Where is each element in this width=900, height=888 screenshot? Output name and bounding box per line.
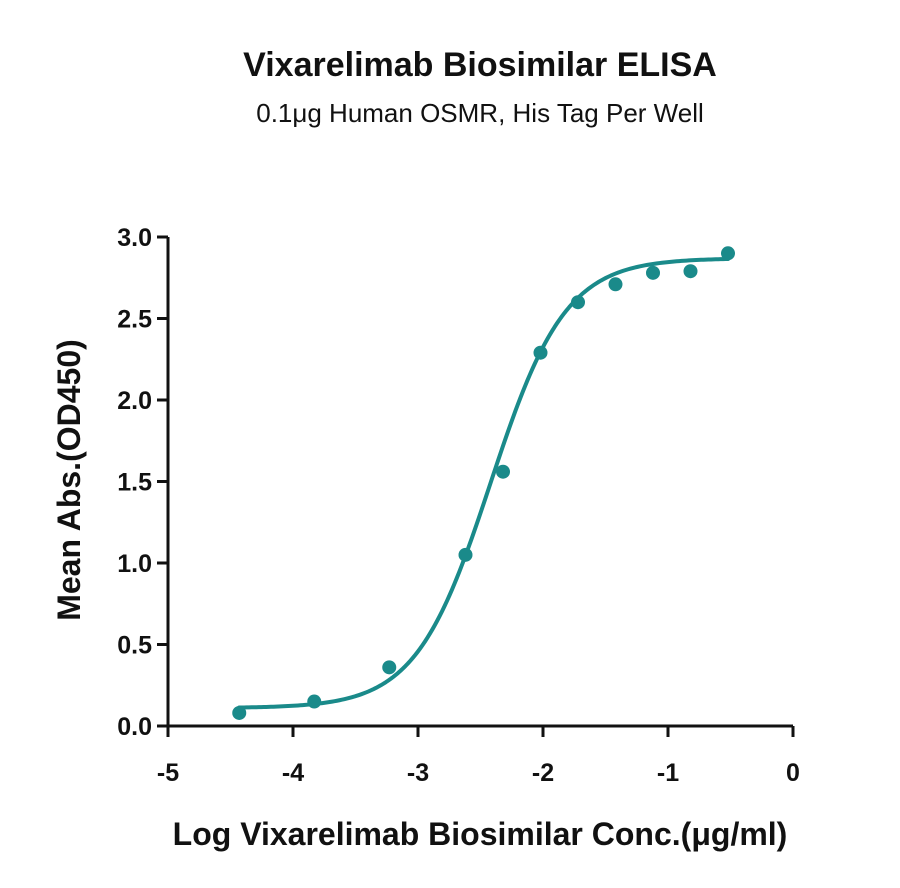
data-point (232, 705, 247, 720)
x-tick-label: -2 (532, 759, 554, 787)
y-axis-label: Mean Abs.(OD450) (51, 339, 87, 621)
chart-subtitle: 0.1μg Human OSMR, His Tag Per Well (256, 98, 704, 128)
y-tick-label: 0.5 (117, 632, 152, 660)
x-tick-label: -4 (282, 759, 304, 787)
data-point (496, 464, 510, 479)
chart-title: Vixarelimab Biosimilar ELISA (243, 46, 717, 84)
x-tick-label: -1 (657, 759, 679, 787)
y-tick-label: 0.0 (117, 713, 152, 741)
x-tick-label: -3 (407, 759, 429, 787)
axes (157, 235, 795, 737)
fit-curve (237, 256, 730, 710)
x-tick-label: -5 (157, 759, 179, 787)
data-points (232, 246, 735, 720)
fit-curve-group (237, 256, 730, 710)
data-point (571, 295, 585, 310)
data-point (646, 265, 660, 280)
data-point (307, 694, 322, 709)
data-point (458, 547, 473, 562)
data-point (608, 277, 623, 292)
y-tick-label: 2.0 (117, 387, 152, 415)
data-point (683, 264, 698, 279)
y-tick-label: 1.0 (117, 550, 152, 578)
x-tick-label: 0 (786, 759, 800, 787)
tick-labels: 0.0 0.5 1.0 1.5 2.0 2.5 3.0 -5 -4 -3 -2 -1 0 (117, 224, 800, 787)
y-tick-label: 2.5 (117, 306, 152, 334)
x-axis-label: Log Vixarelimab Biosimilar Conc.(μg/ml) (173, 816, 788, 852)
data-point (721, 246, 735, 261)
data-point (382, 660, 397, 675)
y-tick-label: 3.0 (117, 224, 152, 252)
y-tick-label: 1.5 (117, 469, 152, 497)
data-point (533, 345, 548, 360)
